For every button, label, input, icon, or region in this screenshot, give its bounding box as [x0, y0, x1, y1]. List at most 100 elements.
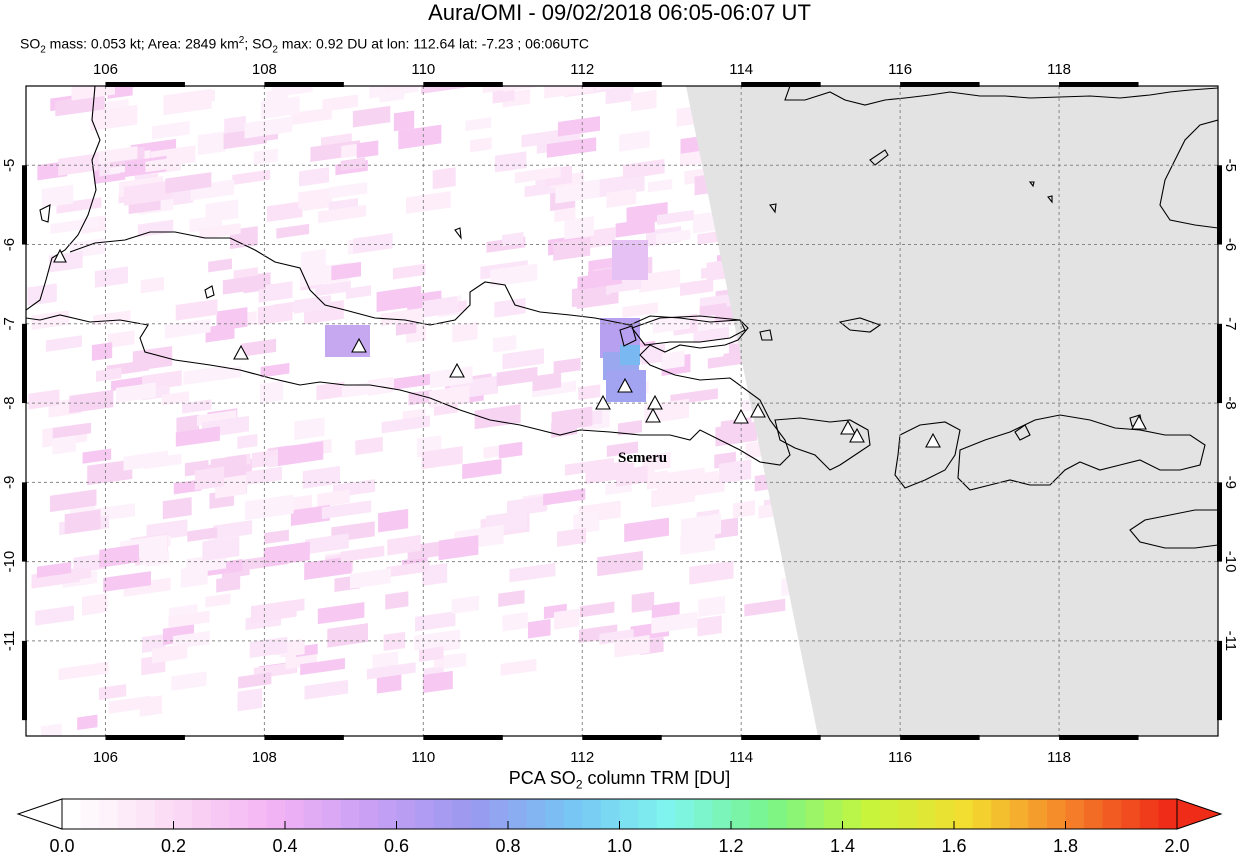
- colorbar-segment: [340, 799, 361, 829]
- colorbar-segment: [285, 799, 305, 829]
- map-area: Semeru: [26, 5, 1218, 736]
- lon-tick-label: 106: [93, 61, 118, 78]
- so2-pixel: [244, 116, 293, 139]
- so2-pixel: [663, 61, 692, 76]
- so2-pixel: [283, 59, 317, 77]
- colorbar-segment: [1028, 799, 1048, 829]
- colorbar-segment: [619, 799, 639, 829]
- lon-tick-label: 116: [888, 749, 912, 766]
- so2-pixel: [697, 615, 722, 637]
- so2-pixel: [578, 384, 601, 401]
- colorbar-tick-label: 0.8: [495, 836, 521, 856]
- so2-pixel: [151, 643, 188, 664]
- colorbar-segment: [452, 799, 472, 829]
- so2-pixel: [108, 695, 151, 714]
- colorbar-segment: [823, 799, 844, 829]
- so2-pixel: [115, 382, 156, 404]
- border-bar: [105, 735, 185, 740]
- so2-pixel: [444, 652, 467, 670]
- colorbar-segment: [136, 799, 156, 829]
- so2-pixel: [385, 86, 417, 93]
- so2-pixel: [329, 181, 368, 199]
- colorbar-segment: [508, 799, 528, 829]
- so2-pixel: [69, 398, 93, 413]
- border-bar: [1059, 735, 1139, 740]
- so2-pixel: [387, 534, 421, 556]
- so2-pixel: [659, 25, 701, 42]
- so2-pixel: [41, 184, 74, 208]
- so2-pixel: [573, 510, 600, 535]
- colorbar-segment: [842, 799, 862, 829]
- so2-pixel: [490, 263, 538, 287]
- colorbar-segment: [303, 799, 323, 829]
- so2-pixel: [381, 415, 430, 434]
- colorbar-ticks: [61, 821, 1178, 829]
- so2-pixel: [421, 446, 463, 470]
- colorbar-segment: [117, 799, 138, 829]
- so2-pixel: [386, 38, 432, 64]
- colorbar-segment: [229, 799, 249, 829]
- no-data-region: [686, 86, 1218, 736]
- so2-pixel: [260, 362, 290, 378]
- colorbar-segment: [1084, 799, 1104, 829]
- so2-pixel: [206, 56, 245, 74]
- border-bar: [582, 735, 662, 740]
- so2-pixel: [52, 435, 76, 455]
- so2-pixel: [546, 137, 597, 158]
- so2-pixel: [648, 178, 673, 193]
- so2-pixel: [681, 5, 712, 25]
- so2-pixel: [345, 285, 371, 300]
- so2-pixel: [271, 86, 313, 98]
- so2-pixel: [77, 714, 98, 731]
- so2-pixel: [241, 338, 277, 357]
- colorbar-segment: [861, 799, 881, 829]
- so2-pixel: [123, 577, 171, 597]
- so2-pixel: [719, 459, 752, 484]
- so2-pixel: [496, 366, 538, 387]
- so2-pixel: [356, 140, 379, 159]
- so2-pixel: [175, 299, 218, 321]
- so2-pixel: [597, 277, 642, 295]
- so2-pixel: [699, 302, 727, 317]
- colorbar-segment: [1009, 799, 1030, 829]
- colorbar-segment: [1046, 799, 1067, 829]
- so2-pixel: [492, 334, 517, 353]
- so2-pixel: [90, 104, 138, 132]
- border-bar: [1059, 82, 1139, 87]
- so2-pixel: [546, 28, 588, 48]
- so2-pixel: [421, 86, 468, 94]
- so2-pixel: [168, 610, 210, 629]
- so2-pixel: [355, 436, 383, 456]
- so2-pixel: [278, 441, 324, 466]
- so2-pixel: [520, 30, 543, 50]
- so2-pixel: [651, 611, 698, 634]
- so2-pixel: [376, 673, 402, 694]
- so2-pixel: [321, 500, 372, 520]
- so2-pixel: [64, 509, 101, 535]
- colorbar-tick-label: 1.2: [718, 836, 744, 856]
- so2-pixel: [504, 57, 549, 82]
- lon-tick-label: 110: [411, 61, 435, 78]
- so2-pixel: [96, 367, 122, 382]
- colorbar-segment: [433, 799, 454, 829]
- so2-pixel: [317, 489, 350, 508]
- colorbar-segment: [1065, 799, 1085, 829]
- lat-tick-label: -5: [1, 159, 18, 172]
- so2-pixel: [540, 56, 560, 75]
- so2-pixel: [459, 33, 489, 51]
- so2-pixel: [495, 151, 527, 173]
- colorbar-over-arrow: [1176, 798, 1223, 830]
- so2-pixel: [276, 223, 310, 239]
- so2-pixel: [107, 330, 135, 348]
- map-border-bars: [22, 82, 1222, 740]
- so2-pixel: [680, 278, 714, 297]
- colorbar-segment: [1102, 799, 1123, 829]
- so2-pixel: [656, 229, 691, 245]
- colorbar-segment: [99, 799, 119, 829]
- so2-pixel: [406, 191, 451, 214]
- so2-pixel: [398, 124, 442, 150]
- so2-pixel: [366, 662, 416, 680]
- so2-pixel: [452, 321, 478, 343]
- colorbar-segment: [675, 799, 695, 829]
- lat-tick-label: -10: [1, 551, 18, 573]
